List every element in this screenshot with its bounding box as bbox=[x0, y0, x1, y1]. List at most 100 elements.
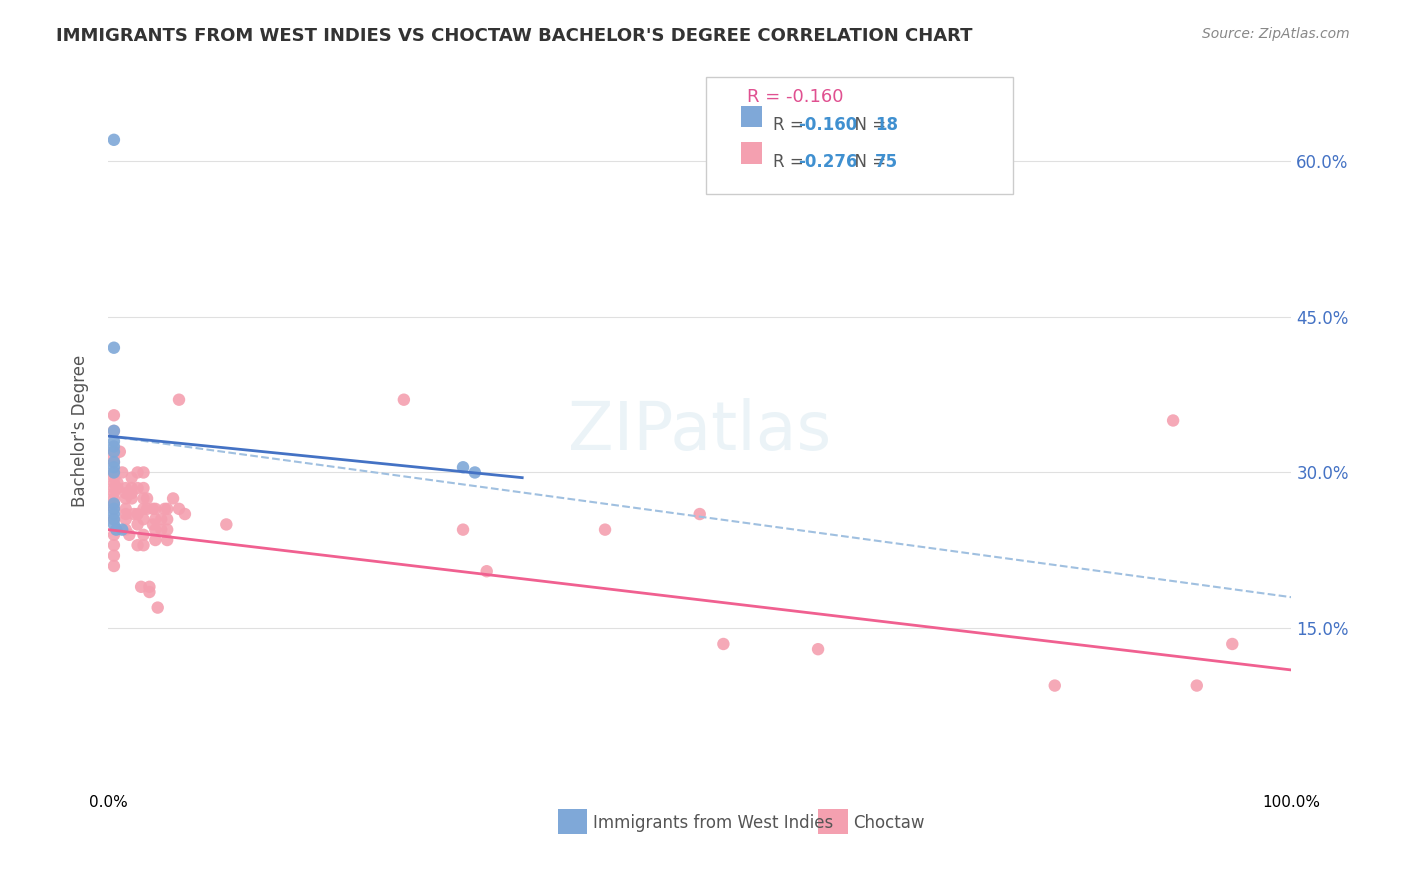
Point bbox=[138, 585, 160, 599]
Point bbox=[107, 475, 129, 490]
Point bbox=[174, 507, 197, 521]
Point bbox=[142, 517, 165, 532]
Point bbox=[103, 409, 125, 423]
Point bbox=[103, 424, 125, 438]
Text: N =: N = bbox=[844, 153, 891, 171]
Y-axis label: Bachelor's Degree: Bachelor's Degree bbox=[72, 355, 89, 507]
Point bbox=[143, 501, 166, 516]
Point bbox=[122, 507, 145, 521]
Point bbox=[103, 450, 125, 464]
Point bbox=[146, 600, 169, 615]
Point bbox=[162, 491, 184, 506]
Text: R =: R = bbox=[773, 153, 808, 171]
Point bbox=[142, 501, 165, 516]
Point bbox=[136, 491, 159, 506]
Point bbox=[127, 517, 149, 532]
Point bbox=[215, 517, 238, 532]
Text: Source: ZipAtlas.com: Source: ZipAtlas.com bbox=[1202, 27, 1350, 41]
Point bbox=[103, 501, 125, 516]
Point bbox=[593, 523, 616, 537]
Point bbox=[111, 523, 134, 537]
Point bbox=[136, 501, 159, 516]
Point bbox=[114, 501, 136, 516]
Point bbox=[807, 642, 830, 657]
Point bbox=[121, 486, 143, 500]
Point bbox=[121, 470, 143, 484]
Point bbox=[103, 486, 125, 500]
Point bbox=[103, 512, 125, 526]
Bar bbox=[818, 809, 848, 834]
Point bbox=[127, 481, 149, 495]
Point bbox=[132, 512, 155, 526]
Point bbox=[132, 466, 155, 480]
Point bbox=[103, 549, 125, 563]
Point bbox=[451, 523, 474, 537]
Text: -0.276: -0.276 bbox=[799, 153, 858, 171]
Point bbox=[103, 491, 125, 506]
Point bbox=[138, 580, 160, 594]
Point bbox=[143, 523, 166, 537]
Point bbox=[121, 491, 143, 506]
Point bbox=[143, 533, 166, 547]
Point bbox=[451, 460, 474, 475]
Point bbox=[1043, 679, 1066, 693]
Point bbox=[132, 501, 155, 516]
Point bbox=[114, 491, 136, 506]
Point bbox=[1185, 679, 1208, 693]
Point bbox=[103, 460, 125, 475]
Text: R =: R = bbox=[773, 116, 808, 135]
Point bbox=[132, 481, 155, 495]
Point bbox=[1220, 637, 1243, 651]
Point bbox=[103, 559, 125, 574]
Point bbox=[114, 481, 136, 495]
Point bbox=[103, 512, 125, 526]
Text: 18: 18 bbox=[875, 116, 898, 135]
Point bbox=[156, 523, 179, 537]
Point bbox=[689, 507, 711, 521]
Point bbox=[156, 512, 179, 526]
Point bbox=[111, 466, 134, 480]
Point bbox=[132, 538, 155, 552]
Point bbox=[103, 507, 125, 521]
Point bbox=[143, 512, 166, 526]
Point bbox=[103, 444, 125, 458]
Point bbox=[150, 512, 173, 526]
Point bbox=[1161, 413, 1184, 427]
Text: Choctaw: Choctaw bbox=[853, 814, 925, 832]
Point bbox=[103, 538, 125, 552]
Text: R = -0.160: R = -0.160 bbox=[747, 88, 844, 106]
Point bbox=[103, 528, 125, 542]
Point bbox=[475, 564, 498, 578]
Point bbox=[103, 466, 125, 480]
Text: -0.160: -0.160 bbox=[799, 116, 858, 135]
Point bbox=[114, 523, 136, 537]
Text: ZIPatlas: ZIPatlas bbox=[568, 398, 831, 464]
Bar bbox=[741, 143, 762, 163]
Point bbox=[127, 466, 149, 480]
Point bbox=[150, 523, 173, 537]
Point bbox=[713, 637, 735, 651]
Point bbox=[103, 466, 125, 480]
Point bbox=[132, 491, 155, 506]
Point bbox=[127, 538, 149, 552]
Point bbox=[464, 466, 486, 480]
Point bbox=[129, 580, 152, 594]
Point bbox=[103, 444, 125, 458]
FancyBboxPatch shape bbox=[706, 78, 1014, 194]
Point bbox=[114, 512, 136, 526]
Point bbox=[107, 481, 129, 495]
Text: 75: 75 bbox=[875, 153, 898, 171]
Point bbox=[105, 523, 128, 537]
Point bbox=[103, 455, 125, 469]
Text: Immigrants from West Indies: Immigrants from West Indies bbox=[593, 814, 834, 832]
Point bbox=[103, 424, 125, 438]
Point bbox=[121, 481, 143, 495]
Point bbox=[103, 497, 125, 511]
Point bbox=[103, 470, 125, 484]
Point bbox=[103, 517, 125, 532]
Point bbox=[156, 533, 179, 547]
Point bbox=[103, 440, 125, 454]
Point bbox=[103, 475, 125, 490]
Point bbox=[103, 341, 125, 355]
Bar bbox=[558, 809, 588, 834]
